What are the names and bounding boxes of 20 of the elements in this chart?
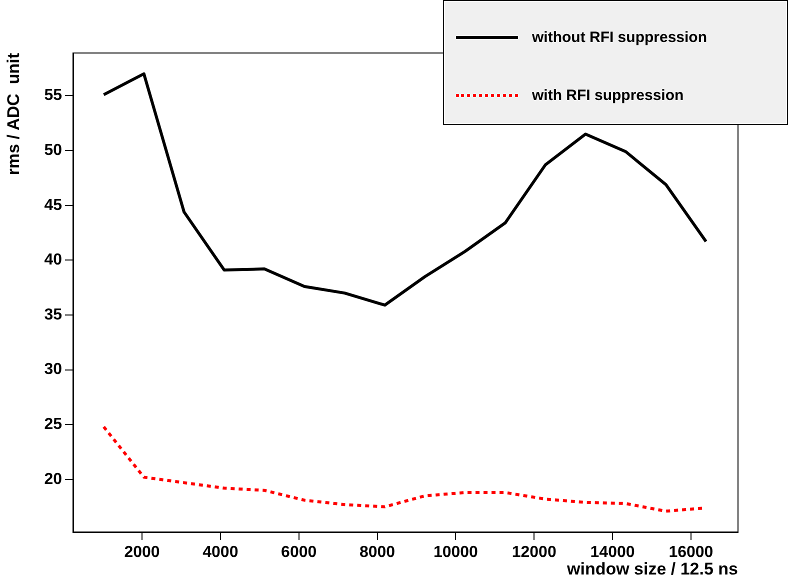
y-tick-label: 50 — [44, 142, 62, 159]
y-tick-label: 40 — [44, 252, 62, 269]
x-tick-label: 10000 — [433, 544, 478, 562]
x-tick-label: 12000 — [512, 544, 556, 562]
x-tick-label: 14000 — [590, 544, 635, 562]
legend-label: with RFI suppression — [532, 87, 684, 104]
x-tick-label: 8000 — [359, 544, 396, 562]
x-tick-label: 16000 — [668, 544, 714, 562]
y-tick-label: 35 — [44, 306, 62, 324]
y-tick-label: 25 — [44, 416, 62, 433]
y-tick-label: 45 — [44, 196, 62, 214]
x-tick-label: 4000 — [202, 544, 238, 562]
x-tick-label: 6000 — [281, 544, 317, 562]
y-tick-label: 55 — [44, 87, 62, 104]
x-axis-title: window size / 12.5 ns — [566, 559, 738, 578]
y-tick-label: 20 — [44, 470, 62, 488]
y-tick-label: 30 — [44, 361, 62, 378]
legend-label: without RFI suppression — [532, 29, 707, 46]
x-tick-label: 2000 — [124, 544, 160, 562]
y-axis-title: rms / ADC unit — [4, 52, 23, 176]
